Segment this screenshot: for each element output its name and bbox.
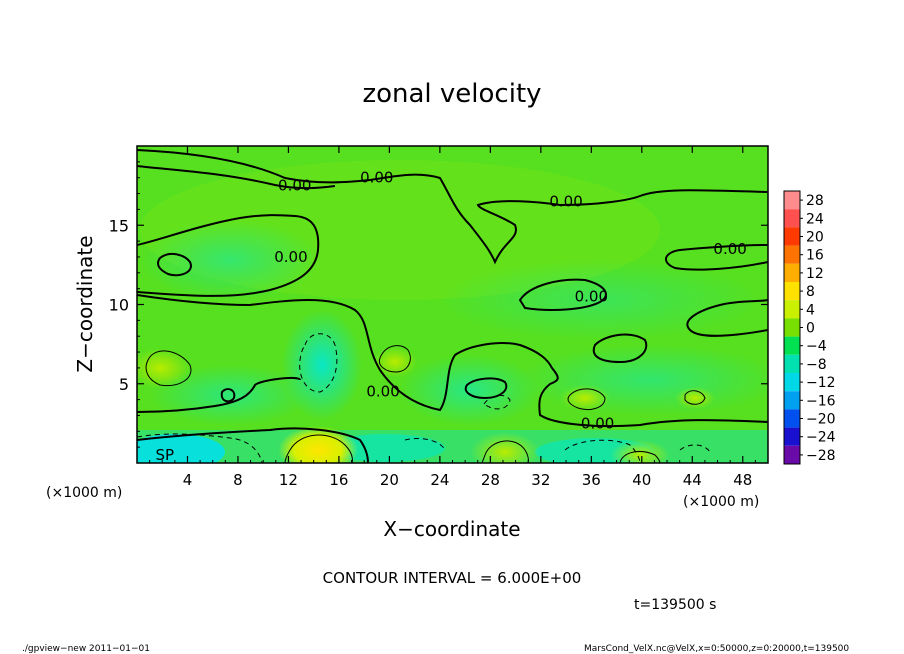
colorbar-swatch [784,318,800,337]
colorbar-label: −20 [806,412,836,428]
colorbar-swatch [784,445,800,464]
colorbar-swatch [784,409,800,428]
colorbar-label: 24 [806,211,824,227]
y-tick-label: 15 [109,216,129,235]
x-unit-left: (×1000 m) [46,485,122,501]
x-axis: 4 8 12 16 20 24 28 32 36 40 44 48 [149,146,756,489]
colorbar-label: 4 [806,302,815,318]
y-tick-label: 5 [119,375,129,394]
x-unit-right: (×1000 m) [683,494,759,510]
x-tick-label: 28 [481,471,500,489]
x-tick-label: 48 [733,471,752,489]
colorbar-swatch [784,245,800,264]
contour-label: 0.00 [549,192,582,210]
contour-label: 0.00 [278,177,311,195]
colorbar-swatch [784,227,800,246]
colorbar: 28 24 20 16 12 8 4 0 −4 −8 −12 −16 −20 −24 −28 [783,190,836,465]
colorbar-label: 8 [806,284,815,300]
contour-label: 0.00 [366,383,399,401]
x-tick-label: 8 [233,471,243,489]
y-tick-label: 10 [109,296,129,315]
contour-label: 0.00 [713,240,746,258]
colorbar-label: −28 [806,448,836,464]
x-tick-label: 4 [183,471,193,489]
colorbar-label: 12 [806,266,824,282]
y-axis-label: Z−coordinate [73,235,97,372]
x-tick-label: 44 [683,471,702,489]
y-axis: 5 10 15 [109,161,768,448]
colorbar-swatch [784,373,800,392]
x-axis-label: X−coordinate [383,517,520,541]
colorbar-swatch [784,209,800,228]
x-tick-label: 24 [430,471,449,489]
x-tick-label: 40 [632,471,651,489]
contour-labels: 0.00 0.00 0.00 0.00 0.00 0.00 0.00 0.00 SP [155,169,746,464]
colorbar-label: −24 [806,430,836,446]
colorbar-label: 20 [806,230,824,246]
colorbar-label: 0 [806,321,815,337]
colorbar-swatch [784,336,800,355]
colorbar-label: −8 [806,357,827,373]
colorbar-swatch [784,300,800,319]
contour-label: 0.00 [274,248,307,266]
contour-label: SP [155,446,174,464]
colorbar-swatch [784,191,800,210]
colorbar-label: −12 [806,375,836,391]
footer-right: MarsCond_VelX.nc@VelX,x=0:50000,z=0:2000… [584,644,849,654]
footer-left: ./gpview−new 2011−01−01 [22,644,150,654]
x-tick-label: 20 [380,471,399,489]
colorbar-label: 16 [806,248,824,264]
colorbar-swatch [784,282,800,301]
plot-area [137,146,768,463]
colorbar-label: −16 [806,393,836,409]
colorbar-swatch [784,263,800,282]
colorbar-swatch [784,391,800,410]
colorbar-label: −4 [806,339,827,355]
colorbar-label: 28 [806,193,824,209]
x-tick-label: 16 [329,471,348,489]
time-label: t=139500 s [634,597,716,613]
colorbar-swatch [784,427,800,446]
contour-label: 0.00 [360,169,393,187]
chart-title: zonal velocity [362,79,541,109]
contour-interval: CONTOUR INTERVAL = 6.000E+00 [323,569,582,587]
contour-label: 0.00 [575,288,608,306]
x-tick-label: 36 [582,471,601,489]
x-tick-label: 32 [531,471,550,489]
x-tick-label: 12 [279,471,298,489]
contour-label: 0.00 [581,414,614,432]
colorbar-swatch [784,354,800,373]
